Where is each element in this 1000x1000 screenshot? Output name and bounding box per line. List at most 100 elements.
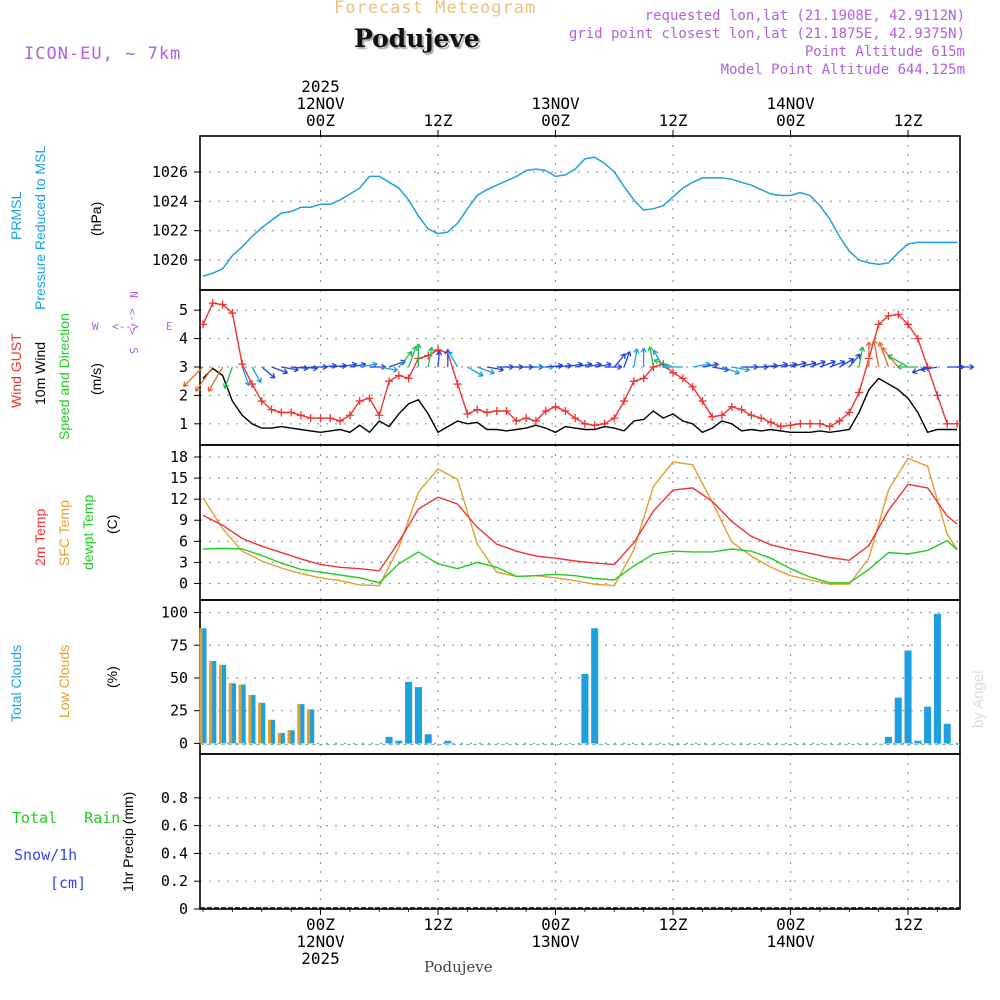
top-time-label-2-1: 13NOV	[531, 94, 580, 113]
total-cloud-bar-22	[894, 697, 902, 744]
low-cloud-bar-10	[297, 704, 301, 744]
total-cloud-bar-11	[307, 709, 315, 744]
low-cloud-bar-4	[238, 684, 242, 744]
wind-direction-arrow-28	[476, 366, 495, 375]
sfc-temp-line	[202, 457, 958, 587]
total-cloud-bar-15	[414, 687, 422, 744]
low-cloud-bar-2	[219, 664, 223, 744]
wind-direction-arrow-2	[207, 366, 224, 392]
total-cloud-bar-23	[904, 650, 912, 744]
gust-marker-18	[375, 411, 384, 420]
total-cloud-bar-10	[297, 704, 305, 744]
wind-direction-arrow-26	[447, 350, 459, 368]
gust-marker-54	[727, 402, 736, 411]
gust-marker-69	[874, 320, 883, 329]
gust-marker-20	[394, 371, 403, 380]
bottom-time-label-5-0: 12Z	[894, 915, 923, 934]
gust-marker-27	[463, 409, 472, 418]
gust-marker-43	[620, 397, 629, 406]
ytick-label-p1-3: 4	[179, 330, 188, 348]
gust-marker-49	[678, 374, 687, 383]
wind-direction-arrow-20	[398, 350, 413, 368]
gust-marker-9	[287, 408, 296, 417]
gust-marker-65	[835, 416, 844, 425]
ytick-label-p4-4: 0.8	[161, 789, 188, 807]
gust-marker-10	[296, 411, 305, 420]
gust-marker-55	[737, 405, 746, 414]
ytick-label-p3-3: 75	[170, 636, 188, 654]
gust-marker-0	[199, 320, 207, 329]
total-cloud-bar-19	[581, 674, 589, 744]
gust-marker-7	[267, 405, 276, 414]
gust-marker-45	[639, 374, 648, 383]
panel-frame-0	[199, 135, 961, 291]
gust-marker-26	[453, 380, 462, 389]
gust-marker-39	[580, 419, 589, 428]
gust-marker-15	[345, 411, 354, 420]
top-time-label-0-0: 2025	[301, 77, 340, 96]
gust-marker-6	[257, 397, 266, 406]
wind-direction-arrow-0	[182, 366, 204, 388]
total-cloud-bar-27	[943, 723, 951, 744]
gust-marker-16	[355, 397, 364, 406]
wind-direction-arrow-72	[887, 354, 909, 368]
top-time-label-4-1: 14NOV	[766, 94, 815, 113]
gust-marker-58	[766, 418, 775, 427]
gust-marker-52	[708, 412, 717, 421]
gust-marker-8	[277, 408, 286, 417]
ytick-label-p2-4: 12	[170, 490, 188, 508]
top-time-label-3-2: 12Z	[659, 111, 688, 130]
meteogram-title: Forecast Meteogram	[334, 0, 537, 18]
requested-coords: requested lon,lat (21.1908E, 42.9112N)	[644, 8, 965, 24]
top-time-label-2-2: 00Z	[541, 111, 570, 130]
ytick-label-p0-2: 1024	[152, 192, 188, 210]
low-cloud-bar-3	[228, 683, 232, 744]
gust-marker-64	[825, 422, 834, 431]
ytick-label-p1-4: 5	[179, 301, 188, 319]
compass-w: W	[92, 320, 99, 333]
gust-marker-31	[502, 407, 511, 416]
gust-marker-34	[531, 416, 540, 425]
ytick-label-p4-1: 0.2	[161, 872, 188, 890]
snow-cm-label: [cm]	[50, 874, 87, 892]
bottom-time-label-2-0: 00Z	[541, 915, 570, 934]
low-cloud-bar-1	[209, 660, 213, 744]
ytick-label-p0-3: 1026	[152, 163, 188, 181]
top-time-label-0-2: 00Z	[306, 111, 335, 130]
pressure-line	[202, 156, 957, 277]
gust-marker-17	[365, 394, 374, 403]
gust-marker-63	[815, 419, 824, 428]
wind-direction-arrow-70	[877, 341, 890, 368]
total-cloud-bar-1	[209, 660, 217, 744]
ytick-label-p0-0: 1020	[152, 251, 188, 269]
total-cloud-bar-13	[395, 740, 403, 744]
gust-marker-3	[228, 309, 237, 318]
top-time-label-5-2: 12Z	[894, 111, 923, 130]
bottom-time-label-4-0: 00Z	[776, 915, 805, 934]
total-cloud-bar-25	[924, 706, 932, 744]
compass-e: E	[166, 320, 173, 333]
wind-direction-arrow-62	[809, 359, 826, 368]
gust-marker-36	[551, 402, 560, 411]
gust-marker-73	[913, 334, 922, 343]
snow-label: Snow/1h	[14, 846, 78, 864]
gust-marker-11	[306, 414, 315, 423]
bottom-time-label-0-0: 00Z	[306, 915, 335, 934]
wind-direction-arrow-5	[251, 366, 262, 384]
top-time-label-4-2: 00Z	[776, 111, 805, 130]
low-cloud-bar-11	[307, 709, 311, 744]
total-cloud-bar-9	[287, 730, 295, 744]
total-cloud-bar-21	[884, 736, 892, 744]
wind-direction-arrow-43	[623, 350, 632, 368]
gust-marker-13	[326, 414, 335, 423]
wind-direction-arrow-45	[640, 347, 647, 367]
gust-marker-77	[953, 419, 961, 428]
bottom-time-label-4-1: 14NOV	[766, 932, 815, 951]
wind-direction-arrow-44	[633, 348, 640, 368]
total-cloud-bar-14	[405, 681, 413, 744]
gust-marker-71	[894, 310, 903, 319]
wind-direction-arrow-63	[819, 359, 836, 368]
gust-marker-66	[845, 408, 854, 417]
wind-direction-arrow-22	[415, 343, 422, 367]
ytick-label-p2-5: 15	[170, 469, 188, 487]
